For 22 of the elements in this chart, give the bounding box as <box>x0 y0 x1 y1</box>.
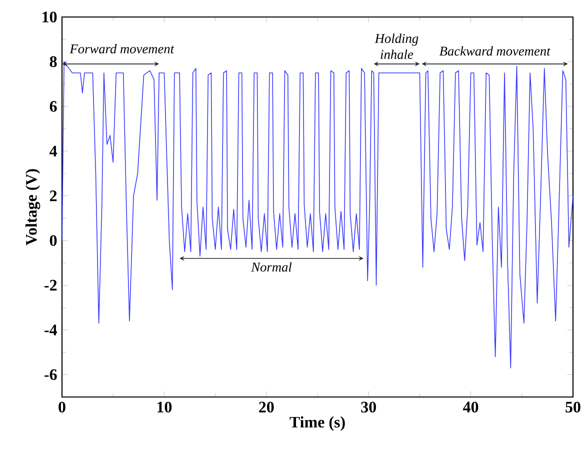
x-tick-label: 50 <box>566 402 580 412</box>
annotation: Holding inhale <box>374 34 418 59</box>
y-tick-label: 6 <box>50 101 57 112</box>
y-tick-label: -2 <box>44 280 57 291</box>
y-tick-label: 2 <box>50 190 57 202</box>
line-series <box>62 61 573 368</box>
x-tick-label: 0 <box>58 402 66 412</box>
x-tick-label: 40 <box>463 402 478 412</box>
x-tick-label: 20 <box>259 402 274 412</box>
y-tick-label: 10 <box>42 12 57 22</box>
y-tick-label: 4 <box>50 146 57 156</box>
y-axis-title: Voltage (V) <box>26 169 40 246</box>
y-tick-label: 8 <box>50 56 57 68</box>
x-tick-label: 10 <box>157 402 172 412</box>
annotation: Forward movement <box>70 44 174 54</box>
y-tick-label: -4 <box>44 324 57 336</box>
y-tick-label: 0 <box>50 235 57 246</box>
y-tick-label: -6 <box>44 369 57 380</box>
x-axis-title: Time (s) <box>290 416 345 431</box>
annotation: Backward movement <box>439 46 551 56</box>
x-tick-label: 30 <box>361 402 376 412</box>
annotation: Normal <box>251 262 292 272</box>
